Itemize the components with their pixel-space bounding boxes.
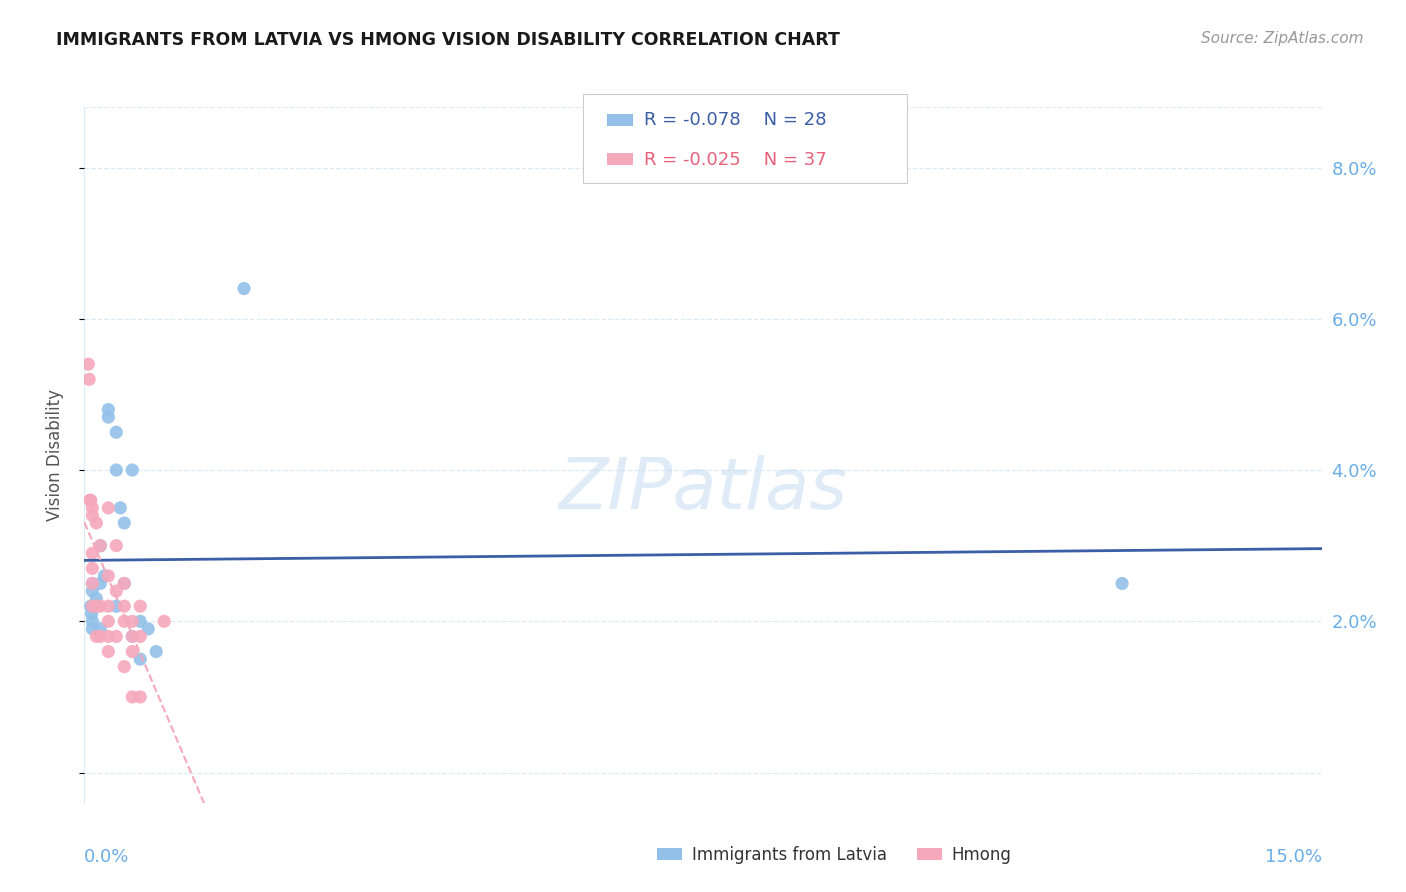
Point (80, 493, 103, 508)
Point (136, 622, 159, 636)
Point (82, 615, 104, 629)
Point (121, 690, 143, 704)
Point (121, 463, 143, 477)
Point (86, 516, 108, 530)
Point (82, 622, 104, 636)
Y-axis label: Vision Disability: Vision Disability (45, 389, 63, 521)
Point (82, 576, 104, 591)
Text: Hmong: Hmong (952, 846, 1012, 863)
Point (1111, 576, 1133, 591)
Point (121, 644, 143, 658)
Text: 15.0%: 15.0% (1264, 848, 1322, 866)
Point (82, 508, 104, 523)
Point (129, 652, 152, 666)
Point (97, 500, 120, 515)
Point (112, 576, 135, 591)
Point (121, 629, 143, 643)
Point (129, 615, 152, 629)
Point (129, 690, 152, 704)
Text: R = -0.078    N = 28: R = -0.078 N = 28 (644, 112, 827, 129)
Point (89, 599, 111, 614)
Point (82, 500, 104, 515)
Point (77, 372, 100, 386)
Text: 0.0%: 0.0% (84, 848, 129, 866)
Point (153, 615, 176, 629)
Point (97, 410, 120, 425)
Point (97, 629, 120, 643)
Point (79, 493, 101, 508)
Point (129, 629, 152, 643)
Point (82, 584, 104, 599)
Text: ZIPatlas: ZIPatlas (558, 455, 848, 524)
Point (86, 599, 108, 614)
Text: Immigrants from Latvia: Immigrants from Latvia (692, 846, 887, 863)
Point (145, 644, 167, 658)
Point (110, 500, 132, 515)
Point (82, 599, 104, 614)
Point (97, 569, 120, 583)
Point (97, 599, 120, 614)
Point (105, 425, 128, 440)
Point (86, 591, 108, 606)
Point (80, 607, 103, 621)
Point (121, 615, 143, 629)
Point (112, 576, 135, 591)
Point (97, 402, 120, 417)
Point (82, 576, 104, 591)
Point (93, 569, 115, 583)
Point (105, 463, 128, 477)
Point (89, 539, 111, 553)
Point (112, 615, 135, 629)
Point (97, 644, 120, 658)
Point (105, 599, 128, 614)
Point (89, 539, 111, 553)
Point (89, 576, 111, 591)
Point (82, 546, 104, 560)
Point (82, 561, 104, 575)
Point (112, 659, 135, 673)
Point (105, 539, 128, 553)
Point (80, 599, 103, 614)
Point (121, 629, 143, 643)
Text: Source: ZipAtlas.com: Source: ZipAtlas.com (1201, 31, 1364, 46)
Point (82, 599, 104, 614)
Point (97, 615, 120, 629)
Point (233, 281, 256, 295)
Point (112, 516, 135, 530)
Text: R = -0.025    N = 37: R = -0.025 N = 37 (644, 151, 827, 169)
Point (89, 629, 111, 643)
Point (77, 357, 100, 371)
Point (86, 629, 108, 643)
Point (105, 584, 128, 599)
Point (129, 599, 152, 614)
Point (89, 622, 111, 636)
Text: IMMIGRANTS FROM LATVIA VS HMONG VISION DISABILITY CORRELATION CHART: IMMIGRANTS FROM LATVIA VS HMONG VISION D… (56, 31, 841, 49)
Point (112, 599, 135, 614)
Point (105, 629, 128, 643)
